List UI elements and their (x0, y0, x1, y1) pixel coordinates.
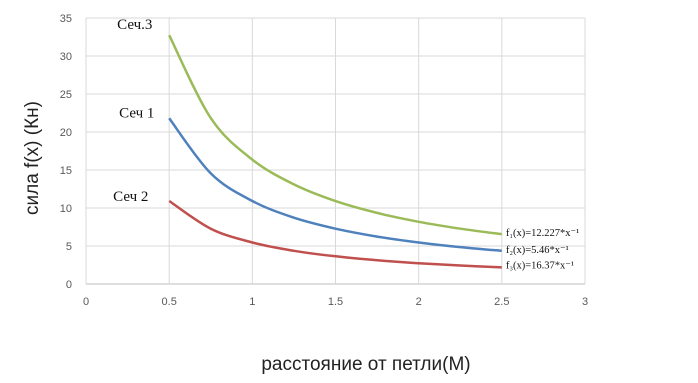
chart-grid (85, 17, 586, 285)
x-tick-label: 0.5 (162, 296, 177, 308)
series-name-label: Сеч 2 (113, 189, 148, 205)
series-line-3 (168, 199, 502, 269)
y-tick-label: 35 (60, 13, 72, 25)
y-axis-title: сила f(x) (Кн) (22, 101, 43, 215)
chart-ticks: 0 5 10 15 20 25 30 35 0 0.5 1 1.5 2 2.5 3 (60, 13, 588, 308)
x-tick-label: 2 (416, 296, 422, 308)
formula-label: f₂(x)=5.46*x⁻¹ (506, 245, 569, 256)
x-tick-label: 0 (83, 296, 89, 308)
formula-label: f₃(x)=16.37*x⁻¹ (506, 260, 574, 271)
formula-label: f₁(x)=12.227*x⁻¹ (506, 228, 579, 239)
x-tick-label: 1 (249, 296, 255, 308)
y-tick-label: 15 (60, 165, 72, 177)
x-axis-title: расстояние от петли(М) (261, 354, 470, 375)
y-tick-label: 0 (66, 279, 72, 291)
x-tick-label: 2.5 (494, 296, 509, 308)
y-tick-label: 5 (66, 241, 72, 253)
x-tick-label: 1.5 (328, 296, 343, 308)
series-line-1 (168, 34, 502, 236)
series-name-label: Сеч.3 (117, 17, 152, 33)
series-line-2 (168, 117, 502, 253)
y-tick-label: 10 (60, 203, 72, 215)
y-tick-label: 25 (60, 89, 72, 101)
y-tick-label: 30 (60, 51, 72, 63)
y-tick-label: 20 (60, 127, 72, 139)
chart-series (168, 34, 502, 269)
x-tick-label: 3 (582, 296, 588, 308)
series-name-label: Сеч 1 (119, 105, 154, 121)
chart-labels: Сеч.3 Сеч 1 Сеч 2 f₁(x)=12.227*x⁻¹ f₂(x)=5.4… (113, 17, 579, 271)
